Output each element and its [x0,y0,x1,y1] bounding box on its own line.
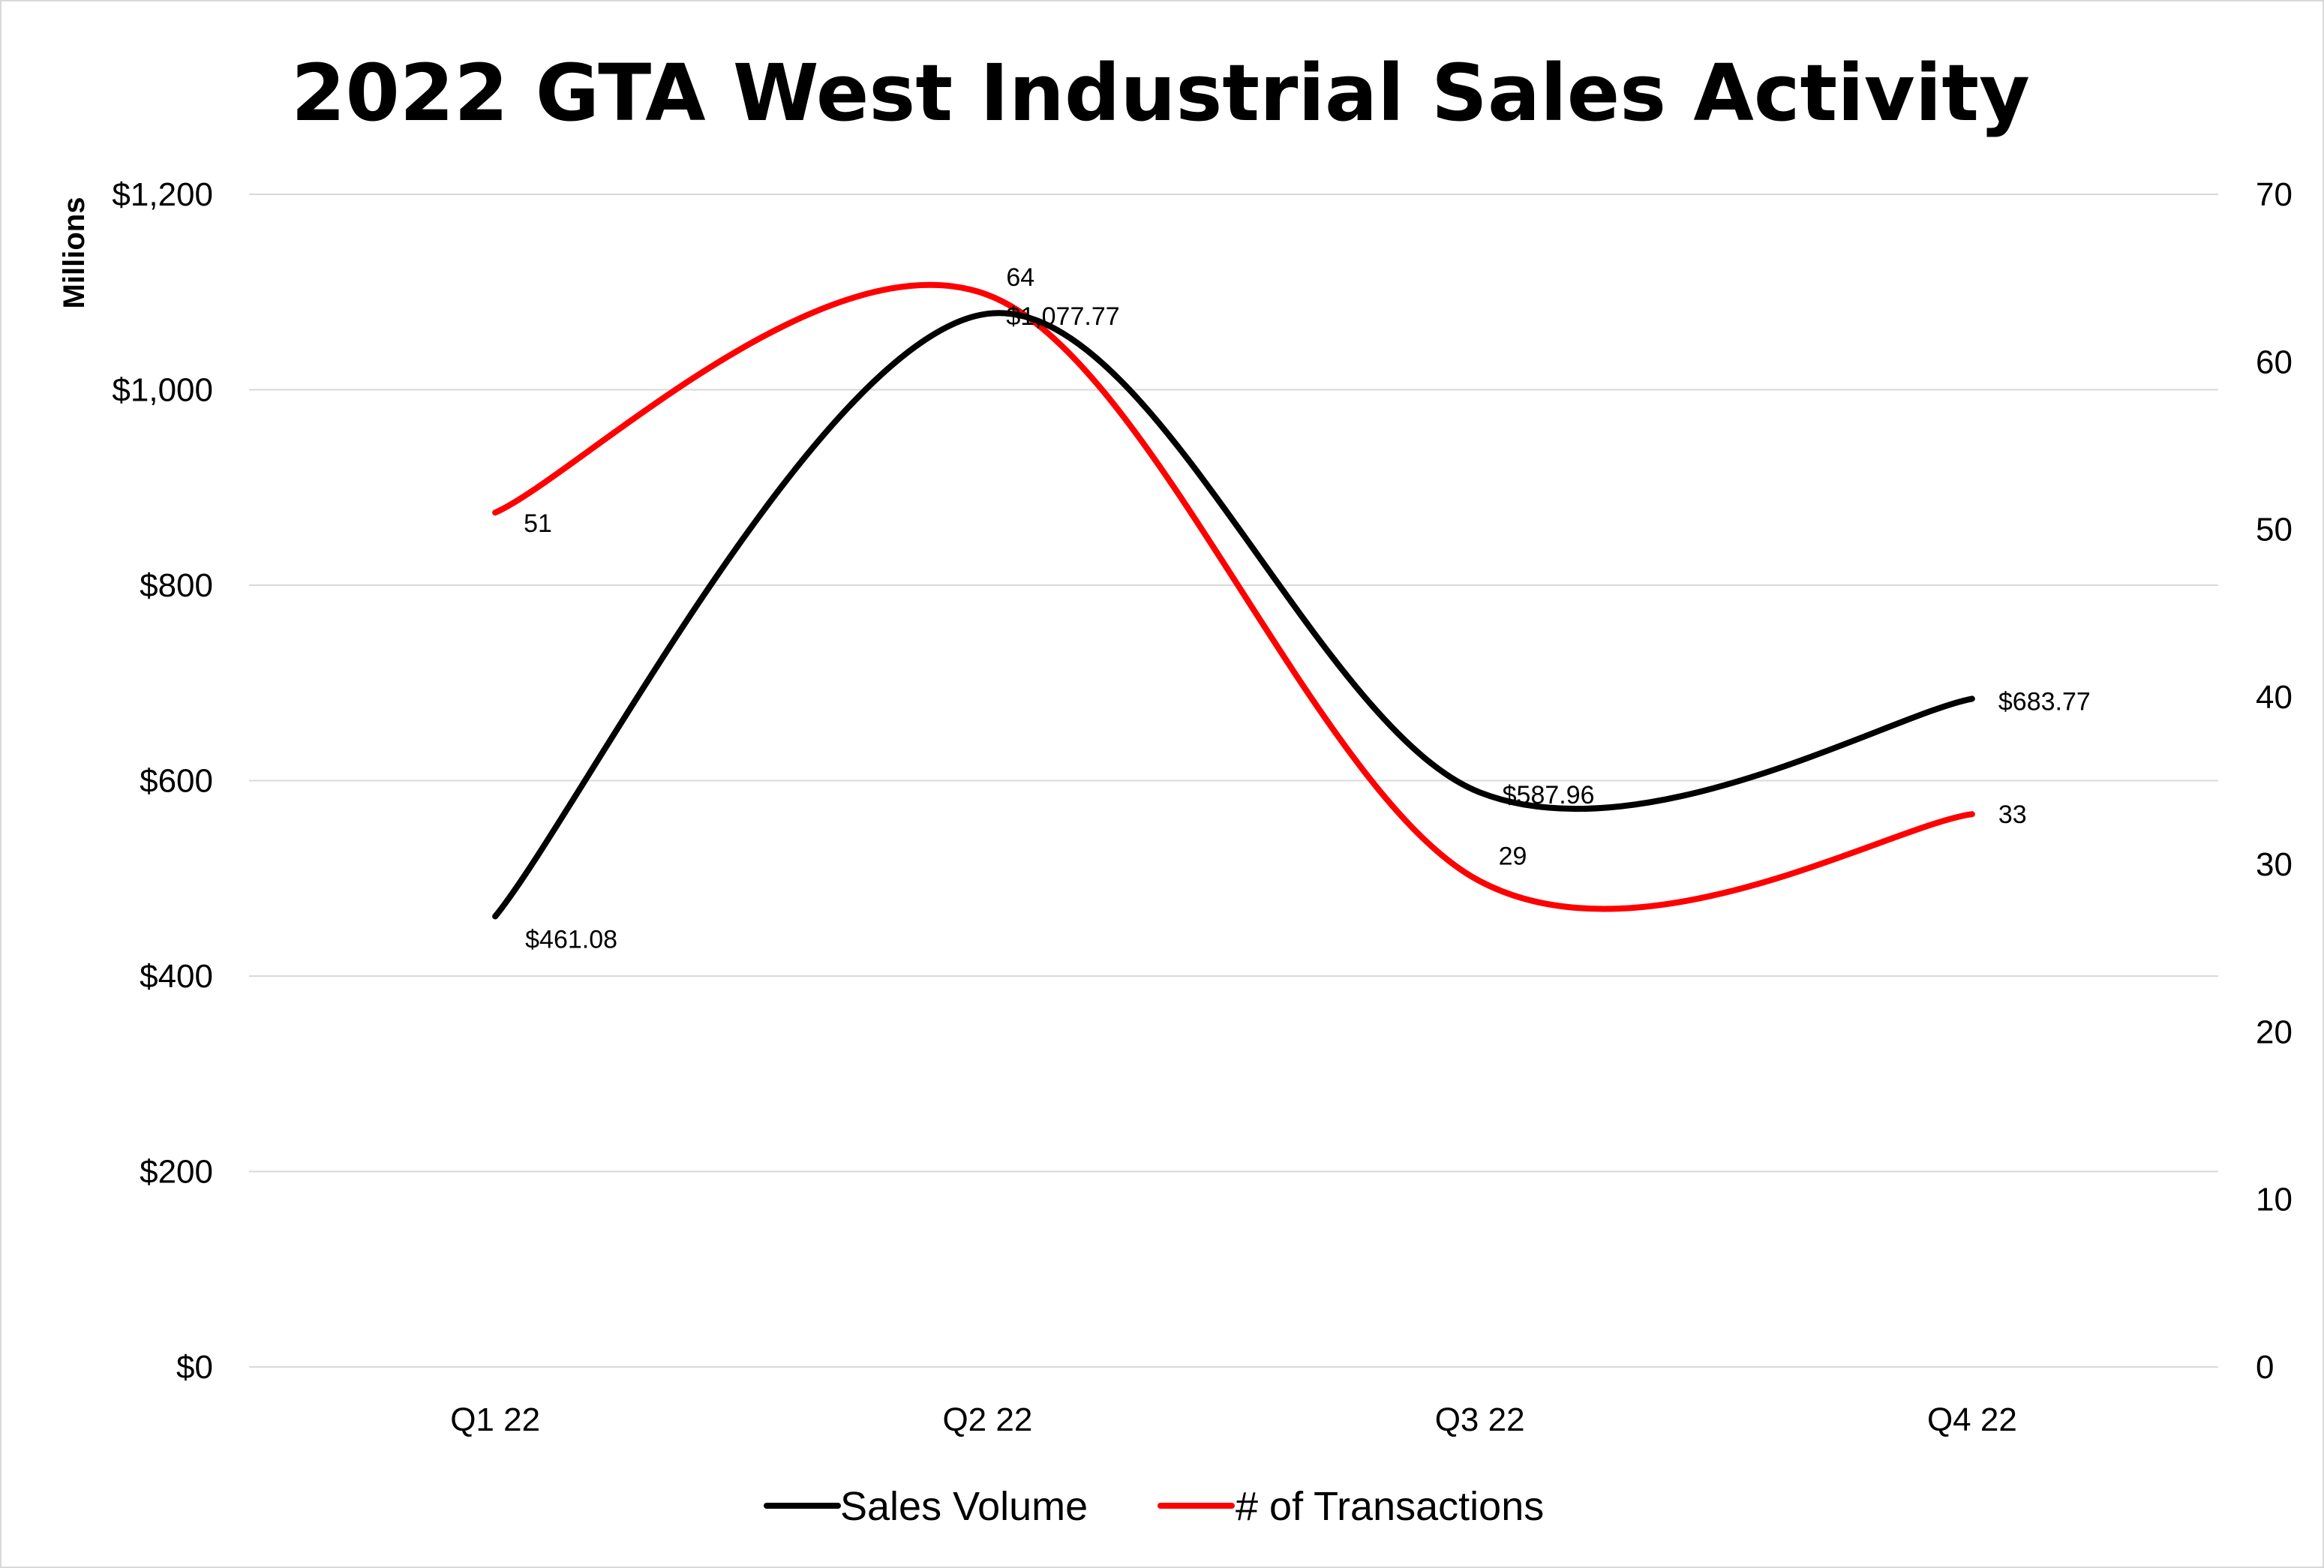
left-tick-label: $600 [140,763,213,800]
left-axis-ticks: $0 $200 $400 $600 $800 $1,000 $1,200 [112,176,213,1386]
x-axis-ticks: Q1 22 Q2 22 Q3 22 Q4 22 [450,1401,2017,1438]
transactions-data-label: 51 [524,509,552,538]
sales-volume-data-label: $587.96 [1503,781,1595,810]
x-tick-label: Q3 22 [1435,1401,1525,1438]
x-tick-label: Q1 22 [450,1401,540,1438]
right-tick-label: 30 [2256,846,2292,883]
legend-transactions-label: # of Transactions [1236,1484,1544,1529]
left-tick-label: $1,000 [112,372,213,409]
sales-volume-line [492,310,1975,920]
right-tick-label: 70 [2256,176,2292,213]
right-tick-label: 40 [2256,679,2292,716]
transactions-line [492,281,1975,912]
legend: Sales Volume # of Transactions [764,1484,1544,1529]
right-tick-label: 60 [2256,344,2292,380]
left-tick-label: $0 [176,1349,213,1386]
right-tick-label: 20 [2256,1014,2292,1050]
sales-volume-data-label: $461.08 [525,925,617,954]
x-tick-label: Q4 22 [1927,1401,2017,1438]
x-tick-label: Q2 22 [942,1401,1032,1438]
series-lines [492,281,1975,920]
sales-volume-data-label: $683.77 [1998,687,2091,716]
transactions-data-label: 29 [1499,842,1527,870]
chart-title: 2022 GTA West Industrial Sales Activity [291,47,2030,139]
left-tick-label: $400 [140,958,213,995]
sales-volume-data-label: $1,077.77 [1006,302,1119,331]
data-labels: $461.08 $1,077.77 $587.96 $683.77 51 64 29 33 [524,263,2091,954]
legend-sales-volume-label: Sales Volume [840,1484,1088,1529]
right-tick-label: 50 [2256,512,2292,548]
right-tick-label: 0 [2256,1349,2274,1386]
left-tick-label: $800 [140,567,213,604]
left-tick-label: $200 [140,1154,213,1191]
transactions-data-label: 64 [1006,263,1034,292]
right-tick-label: 10 [2256,1182,2292,1218]
left-tick-label: $1,200 [112,176,213,213]
right-axis-ticks: 0 10 20 30 40 50 60 70 [2256,176,2292,1386]
y-axis-unit-label: Millions [58,197,91,309]
gridlines [249,194,2218,1368]
transactions-data-label: 33 [1998,801,2027,829]
